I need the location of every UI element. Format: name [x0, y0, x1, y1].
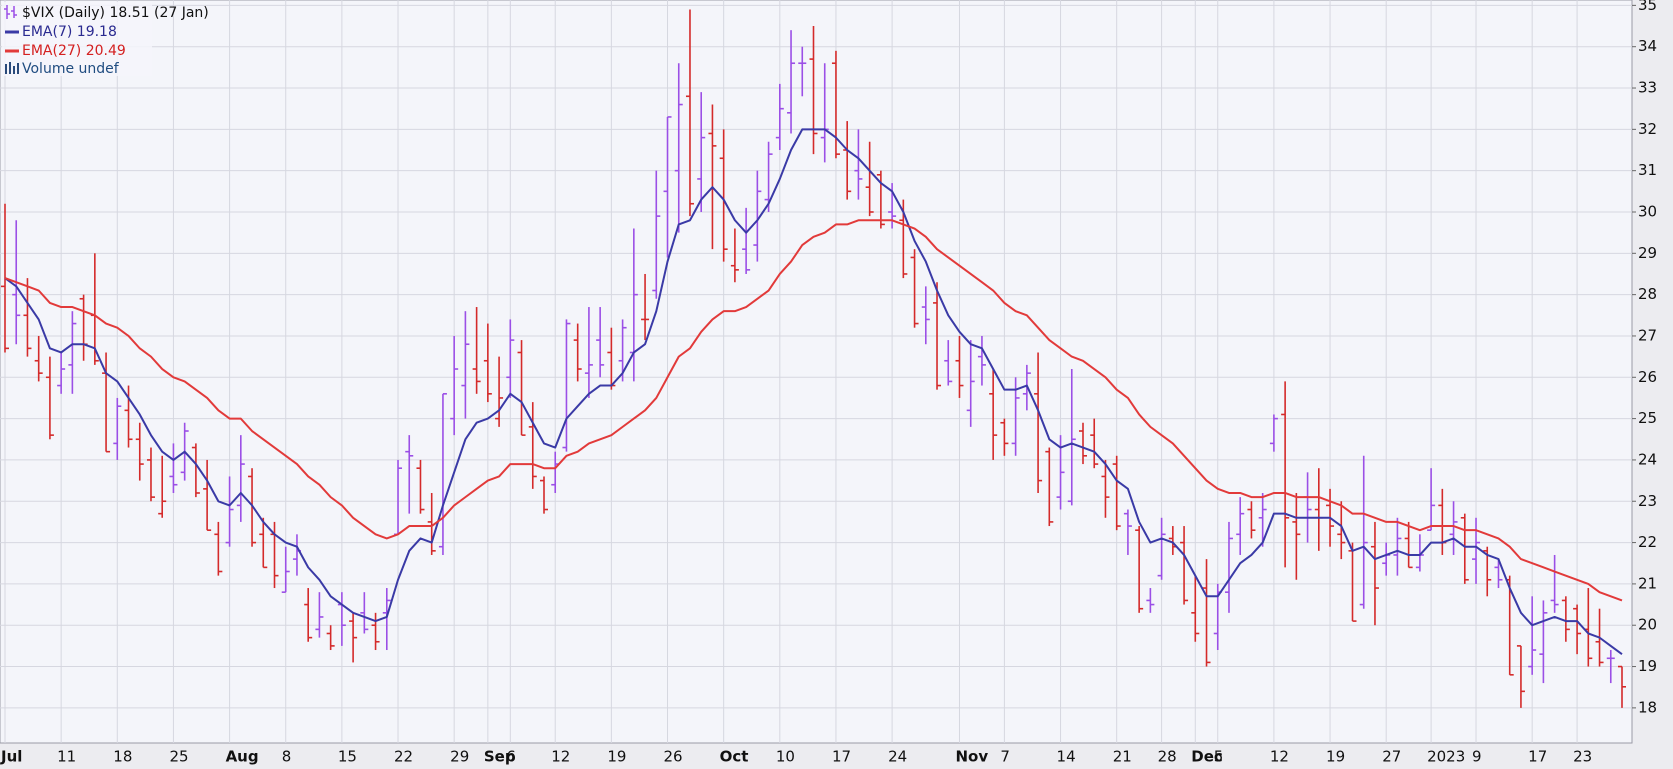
x-tick-label: 19	[1326, 748, 1345, 766]
y-tick-label: 33	[1638, 79, 1657, 97]
plot-area	[0, 0, 1633, 744]
x-tick-label: 12	[1270, 748, 1289, 766]
y-tick-label: 26	[1638, 368, 1657, 386]
x-tick-label: 23	[1573, 748, 1592, 766]
legend-entry: EMA(27) 20.49	[22, 43, 126, 59]
y-tick-label: 20	[1638, 616, 1657, 634]
legend-title: $VIX (Daily) 18.51 (27 Jan)	[22, 5, 209, 21]
x-tick-label: Sep	[484, 748, 516, 766]
y-tick-label: 21	[1638, 574, 1657, 592]
x-tick-label: 26	[664, 748, 683, 766]
x-tick-label: Nov	[955, 748, 988, 766]
x-tick-label: 25	[169, 748, 188, 766]
y-tick-label: 34	[1638, 37, 1657, 55]
y-tick-label: 23	[1638, 492, 1657, 510]
x-tick-label: Oct	[720, 748, 749, 766]
x-tick-label: Jul	[0, 748, 22, 766]
x-tick-label: 14	[1057, 748, 1076, 766]
x-tick-label: 7	[1000, 748, 1010, 766]
x-tick-label: 28	[1158, 748, 1177, 766]
x-tick-label: 2023	[1427, 748, 1465, 766]
annotation: Volume undef	[22, 61, 120, 77]
x-tick-label: 24	[888, 748, 907, 766]
x-tick-label: 9	[1472, 748, 1482, 766]
x-tick-label: Dec	[1191, 748, 1223, 766]
y-tick-label: 29	[1638, 244, 1657, 262]
ema-line	[4, 128, 1623, 655]
grid	[0, 0, 1632, 743]
y-tick-label: 25	[1638, 409, 1657, 427]
x-tick-label: Aug	[226, 748, 259, 766]
y-tick-label: 35	[1638, 0, 1657, 14]
x-tick-label: 21	[1113, 748, 1132, 766]
marks	[1, 9, 1626, 708]
y-tick-label: 28	[1638, 285, 1657, 303]
legend: $VIX (Daily) 18.51 (27 Jan) EMA(7) 19.18…	[2, 2, 209, 77]
x-tick-label: 10	[776, 748, 795, 766]
x-tick-label: 8	[282, 748, 292, 766]
x-tick-label: 11	[57, 748, 76, 766]
x-tick-label: 6	[506, 748, 516, 766]
x-tick-label: 17	[832, 748, 851, 766]
x-tick-label: 17	[1528, 748, 1547, 766]
x-tick-label: 27	[1382, 748, 1401, 766]
x-tick-label: 18	[113, 748, 132, 766]
y-tick-label: 22	[1638, 533, 1657, 551]
y-tick-label: 27	[1638, 326, 1657, 344]
y-tick-label: 19	[1638, 657, 1657, 675]
y-tick-label: 31	[1638, 161, 1657, 179]
legend-icon	[5, 62, 19, 74]
legend-icon	[4, 5, 17, 19]
x-tick-label: 12	[551, 748, 570, 766]
legend-entry: EMA(7) 19.18	[22, 24, 117, 40]
x-tick-label: 5	[1214, 748, 1224, 766]
x-tick-label: 19	[607, 748, 626, 766]
y-tick-label: 24	[1638, 450, 1657, 468]
x-tick-label: 15	[338, 748, 357, 766]
y-tick-label: 32	[1638, 120, 1657, 138]
legend-bg	[2, 2, 152, 76]
x-tick-label: 22	[394, 748, 413, 766]
y-tick-label: 30	[1638, 202, 1657, 220]
x-tick-label: 29	[450, 748, 469, 766]
y-tick-label: 18	[1638, 698, 1657, 716]
ema-line	[4, 219, 1623, 602]
